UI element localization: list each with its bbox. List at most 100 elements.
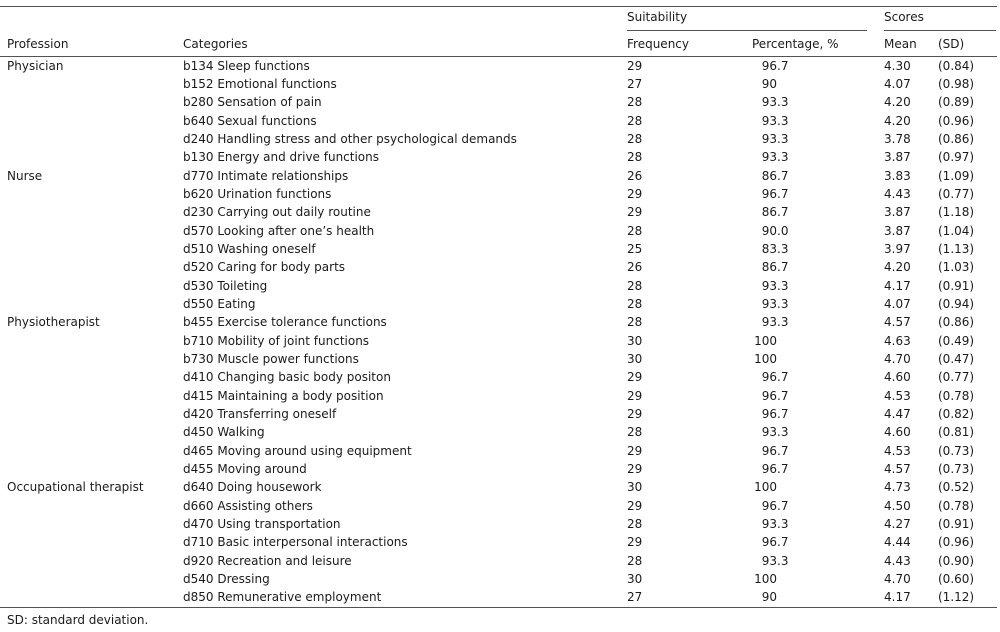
percentage-cell: 96.7 <box>752 497 884 515</box>
mean-cell: 4.17 <box>884 590 911 605</box>
sd-cell: (0.60) <box>938 572 975 587</box>
table-row: Nurse d770 Intimate relationships 26 86.7 3.… <box>0 167 999 185</box>
frequency-cell: 25 <box>627 241 643 256</box>
sd-cell: (0.96) <box>938 535 975 550</box>
profession-cell <box>7 515 183 533</box>
percentage-cell: 96.7 <box>752 57 884 75</box>
table-row: b130 Energy and drive functions 28 93.3 3.8… <box>0 148 999 166</box>
sd-cell: (0.73) <box>938 443 975 458</box>
percentage-cell: 93.3 <box>752 93 884 111</box>
suitability-group-header: Suitability <box>627 7 867 31</box>
table-row: d510 Washing oneself 25 83.3 3.97 (1.13) <box>0 240 999 258</box>
percentage-cell: 96.7 <box>752 368 884 386</box>
percentage-cell: 93.3 <box>752 423 884 441</box>
percentage-cell: 86.7 <box>752 203 884 221</box>
profession-cell <box>7 240 183 258</box>
mean-cell: 4.70 <box>884 572 911 587</box>
frequency-cell: 27 <box>627 76 643 91</box>
percentage-cell: 93.3 <box>752 148 884 166</box>
mean-cell: 4.43 <box>884 186 911 201</box>
percentage-decimal: .0 <box>777 223 789 238</box>
profession-cell <box>7 277 183 295</box>
frequency-cell: 29 <box>627 205 643 220</box>
percentage-cell: 96.7 <box>752 533 884 551</box>
percentage-integer: 93 <box>761 315 777 330</box>
percentage-integer: 96 <box>761 58 777 73</box>
profession-cell <box>7 552 183 570</box>
table-row: d550 Eating 28 93.3 4.07 (0.94) <box>0 295 999 313</box>
mean-cell: 4.70 <box>884 352 911 366</box>
table-row: b620 Urination functions 29 96.7 4.43 (0.77) <box>0 185 999 203</box>
sd-cell: (0.91) <box>938 517 975 532</box>
frequency-cell: 30 <box>627 333 643 348</box>
profession-cell <box>7 112 183 130</box>
percentage-cell: 93.3 <box>752 112 884 130</box>
table-top-rule <box>0 6 997 7</box>
sd-cell: (1.03) <box>938 260 975 275</box>
percentage-column-header: Percentage, % <box>752 36 839 51</box>
mean-cell: 3.78 <box>884 131 911 146</box>
mean-cell: 4.07 <box>884 76 911 91</box>
table-row: d660 Assisting others 29 96.7 4.50 (0.78) <box>0 497 999 515</box>
mean-cell: 4.63 <box>884 333 911 348</box>
table-row: b730 Muscle power functions 30 100 4.70 (0.4… <box>0 350 999 368</box>
percentage-cell: 100 <box>752 350 884 368</box>
percentage-integer: 93 <box>761 517 777 532</box>
table-row: d415 Maintaining a body position 29 96.7 4.… <box>0 387 999 405</box>
percentage-decimal: .7 <box>777 168 789 183</box>
profession-cell <box>7 148 183 166</box>
profession-cell <box>7 497 183 515</box>
categories-column-header: Categories <box>183 36 248 51</box>
percentage-integer: 100 <box>754 480 777 495</box>
sd-cell: (1.09) <box>938 168 975 183</box>
percentage-integer: 96 <box>761 462 777 477</box>
table-row: d455 Moving around 29 96.7 4.57 (0.73) <box>0 460 999 478</box>
table-row: d420 Transferring oneself 29 96.7 4.47 (0.82… <box>0 405 999 423</box>
percentage-cell: 100 <box>752 332 884 350</box>
frequency-cell: 28 <box>627 553 643 568</box>
percentage-decimal: .3 <box>777 131 789 146</box>
mean-cell: 4.53 <box>884 388 911 403</box>
profession-cell: Occupational therapist <box>7 480 144 495</box>
category-cell: b280 Sensation of pain <box>183 95 322 110</box>
percentage-integer: 96 <box>761 186 777 201</box>
mean-cell: 4.50 <box>884 498 911 513</box>
profession-cell <box>7 405 183 423</box>
category-cell: d570 Looking after one’s health <box>183 223 375 238</box>
sd-cell: (0.78) <box>938 498 975 513</box>
percentage-decimal: .7 <box>777 205 789 220</box>
sd-cell: (0.86) <box>938 131 975 146</box>
category-cell: d770 Intimate relationships <box>183 168 349 183</box>
percentage-integer: 96 <box>761 443 777 458</box>
mean-cell: 4.20 <box>884 95 911 110</box>
percentage-integer: 93 <box>761 296 777 311</box>
profession-cell <box>7 442 183 460</box>
percentage-integer: 93 <box>761 553 777 568</box>
percentage-cell: 90 <box>752 588 884 606</box>
table-row: d230 Carrying out daily routine 29 86.7 3.8… <box>0 203 999 221</box>
percentage-integer: 93 <box>761 278 777 293</box>
table-row: Occupational therapist d640 Doing housewo… <box>0 478 999 496</box>
percentage-decimal: .7 <box>777 498 789 513</box>
percentage-integer: 96 <box>761 407 777 422</box>
percentage-decimal: .3 <box>777 517 789 532</box>
table-row: d470 Using transportation 28 93.3 4.27 (0.91… <box>0 515 999 533</box>
frequency-cell: 29 <box>627 186 643 201</box>
frequency-cell: 28 <box>627 113 643 128</box>
category-cell: d510 Washing oneself <box>183 241 316 256</box>
percentage-cell: 96.7 <box>752 442 884 460</box>
profession-column-header: Profession <box>7 36 69 51</box>
header-spacer <box>183 7 627 31</box>
frequency-cell: 27 <box>627 590 643 605</box>
mean-column-header: Mean <box>884 36 917 51</box>
percentage-cell: 86.7 <box>752 258 884 276</box>
percentage-cell: 93.3 <box>752 515 884 533</box>
scores-group-header: Scores <box>884 7 996 31</box>
percentage-decimal: .3 <box>777 425 789 440</box>
profession-cell: Physiotherapist <box>7 315 100 330</box>
percentage-decimal: .3 <box>777 296 789 311</box>
sd-cell: (0.98) <box>938 76 975 91</box>
percentage-decimal: .7 <box>777 370 789 385</box>
sd-cell: (1.12) <box>938 590 975 605</box>
sd-cell: (0.84) <box>938 58 975 73</box>
